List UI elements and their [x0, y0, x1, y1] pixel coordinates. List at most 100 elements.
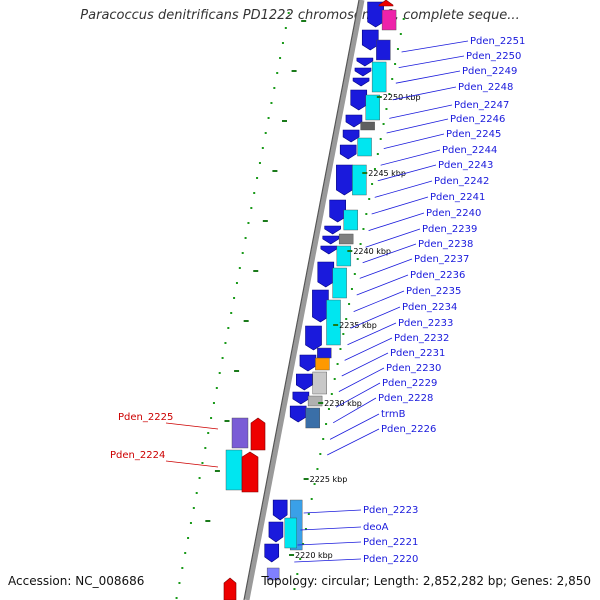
label-leader	[389, 104, 453, 119]
guide-dot	[287, 12, 290, 14]
guide-dot	[396, 48, 399, 50]
guide-dot	[198, 477, 201, 479]
label-leader	[165, 460, 219, 468]
gene-label[interactable]: Pden_2226	[381, 424, 436, 435]
backbone-line	[244, 0, 365, 600]
guide-dot	[316, 468, 319, 470]
cds-segment	[317, 347, 332, 359]
gene-label[interactable]: Pden_2248	[458, 82, 513, 93]
guide-dot	[273, 87, 276, 89]
gene-label[interactable]: Pden_2225	[118, 412, 173, 423]
guide-dot	[322, 438, 325, 440]
reverse-gene-arrow	[342, 129, 360, 143]
cds-segment	[312, 371, 327, 395]
guide-dot	[327, 408, 330, 410]
gene-label[interactable]: Pden_2247	[454, 100, 509, 111]
gene-label[interactable]: Pden_2221	[363, 537, 418, 548]
gene-label[interactable]: Pden_2241	[430, 192, 485, 203]
gene-label[interactable]: Pden_2251	[470, 36, 525, 47]
guide-dot	[382, 123, 385, 125]
gene-label[interactable]: Pden_2233	[398, 318, 453, 329]
guide-dash	[262, 220, 268, 222]
gene-label[interactable]: Pden_2234	[402, 302, 457, 313]
forward-gene-arrow	[250, 417, 266, 451]
gene-label[interactable]: Pden_2231	[390, 348, 445, 359]
gene-label[interactable]: Pden_2236	[410, 270, 465, 281]
reverse-gene-arrow	[289, 405, 307, 423]
gene-label[interactable]: Pden_2243	[438, 160, 493, 171]
label-leader	[383, 133, 445, 149]
gene-label[interactable]: Pden_2235	[406, 286, 461, 297]
guide-dot	[371, 183, 374, 185]
reverse-gene-arrow	[292, 391, 310, 405]
guide-dot	[319, 453, 322, 455]
gene-label[interactable]: Pden_2229	[382, 378, 437, 389]
gene-label[interactable]: Pden_2238	[418, 239, 473, 250]
reverse-gene-arrow	[268, 521, 284, 543]
gene-label[interactable]: Pden_2245	[446, 129, 501, 140]
reverse-gene-arrow	[354, 67, 372, 77]
label-leader	[329, 413, 380, 440]
guide-dot	[250, 207, 253, 209]
cds-segment	[360, 121, 375, 131]
guide-dot	[264, 132, 267, 134]
label-leader	[398, 55, 465, 68]
cds-segment	[326, 299, 341, 346]
gene-label[interactable]: Pden_2239	[422, 224, 477, 235]
backbone-edge	[243, 0, 360, 600]
dotted-guides	[175, 12, 405, 599]
reverse-gene-arrow	[356, 57, 374, 67]
gene-label[interactable]: Pden_2249	[462, 66, 517, 77]
label-leader	[359, 258, 413, 279]
gene-label[interactable]: deoA	[363, 522, 389, 533]
guide-dot	[195, 492, 198, 494]
label-leader	[338, 367, 385, 392]
gene-label[interactable]: trmB	[381, 409, 406, 420]
guide-dot	[342, 333, 345, 335]
gene-label[interactable]: Pden_2230	[386, 363, 441, 374]
guide-dot	[247, 222, 250, 224]
guide-dot	[184, 552, 187, 554]
guide-dot	[235, 282, 238, 284]
guide-dot	[391, 78, 394, 80]
gene-label[interactable]: Pden_2232	[394, 333, 449, 344]
gene-label[interactable]: Pden_2228	[378, 393, 433, 404]
reverse-gene-arrow	[320, 245, 338, 255]
guide-dot	[304, 528, 307, 530]
guide-dot	[350, 288, 353, 290]
gene-label[interactable]: Pden_2237	[414, 254, 469, 265]
left-gene-labels: Pden_2225 Pden_2224	[110, 412, 219, 468]
gene-label[interactable]: Pden_2250	[466, 51, 521, 62]
guide-dot	[212, 402, 215, 404]
gene-label[interactable]: Pden_2223	[363, 505, 418, 516]
guide-dot	[227, 327, 230, 329]
label-leader	[350, 306, 401, 329]
tick-label: 2240 kbp	[353, 247, 391, 256]
guide-dot	[399, 33, 402, 35]
gene-label[interactable]: Pden_2244	[442, 145, 497, 156]
gene-label[interactable]: Pden_2242	[434, 176, 489, 187]
guide-dot	[233, 297, 236, 299]
cds-segment	[357, 137, 372, 157]
label-leader	[165, 422, 219, 430]
guide-dot	[365, 213, 368, 215]
gene-label[interactable]: Pden_2220	[363, 554, 418, 565]
label-leader	[380, 149, 441, 166]
guide-dot	[362, 228, 365, 230]
feature-box	[225, 449, 243, 491]
guide-dot	[210, 417, 213, 419]
label-leader	[332, 397, 377, 424]
guide-dash	[243, 320, 249, 322]
guide-dot	[192, 507, 195, 509]
reverse-gene-arrow	[299, 354, 317, 372]
gene-label[interactable]: Pden_2240	[426, 208, 481, 219]
guide-dot	[293, 588, 296, 590]
guide-dash	[205, 520, 211, 522]
label-leader	[341, 352, 389, 377]
cds-segment	[371, 61, 387, 93]
gene-label[interactable]: Pden_2246	[450, 114, 505, 125]
label-leader	[344, 337, 393, 361]
gene-features	[223, 0, 397, 600]
label-leader	[300, 526, 362, 531]
gene-label[interactable]: Pden_2224	[110, 450, 165, 461]
